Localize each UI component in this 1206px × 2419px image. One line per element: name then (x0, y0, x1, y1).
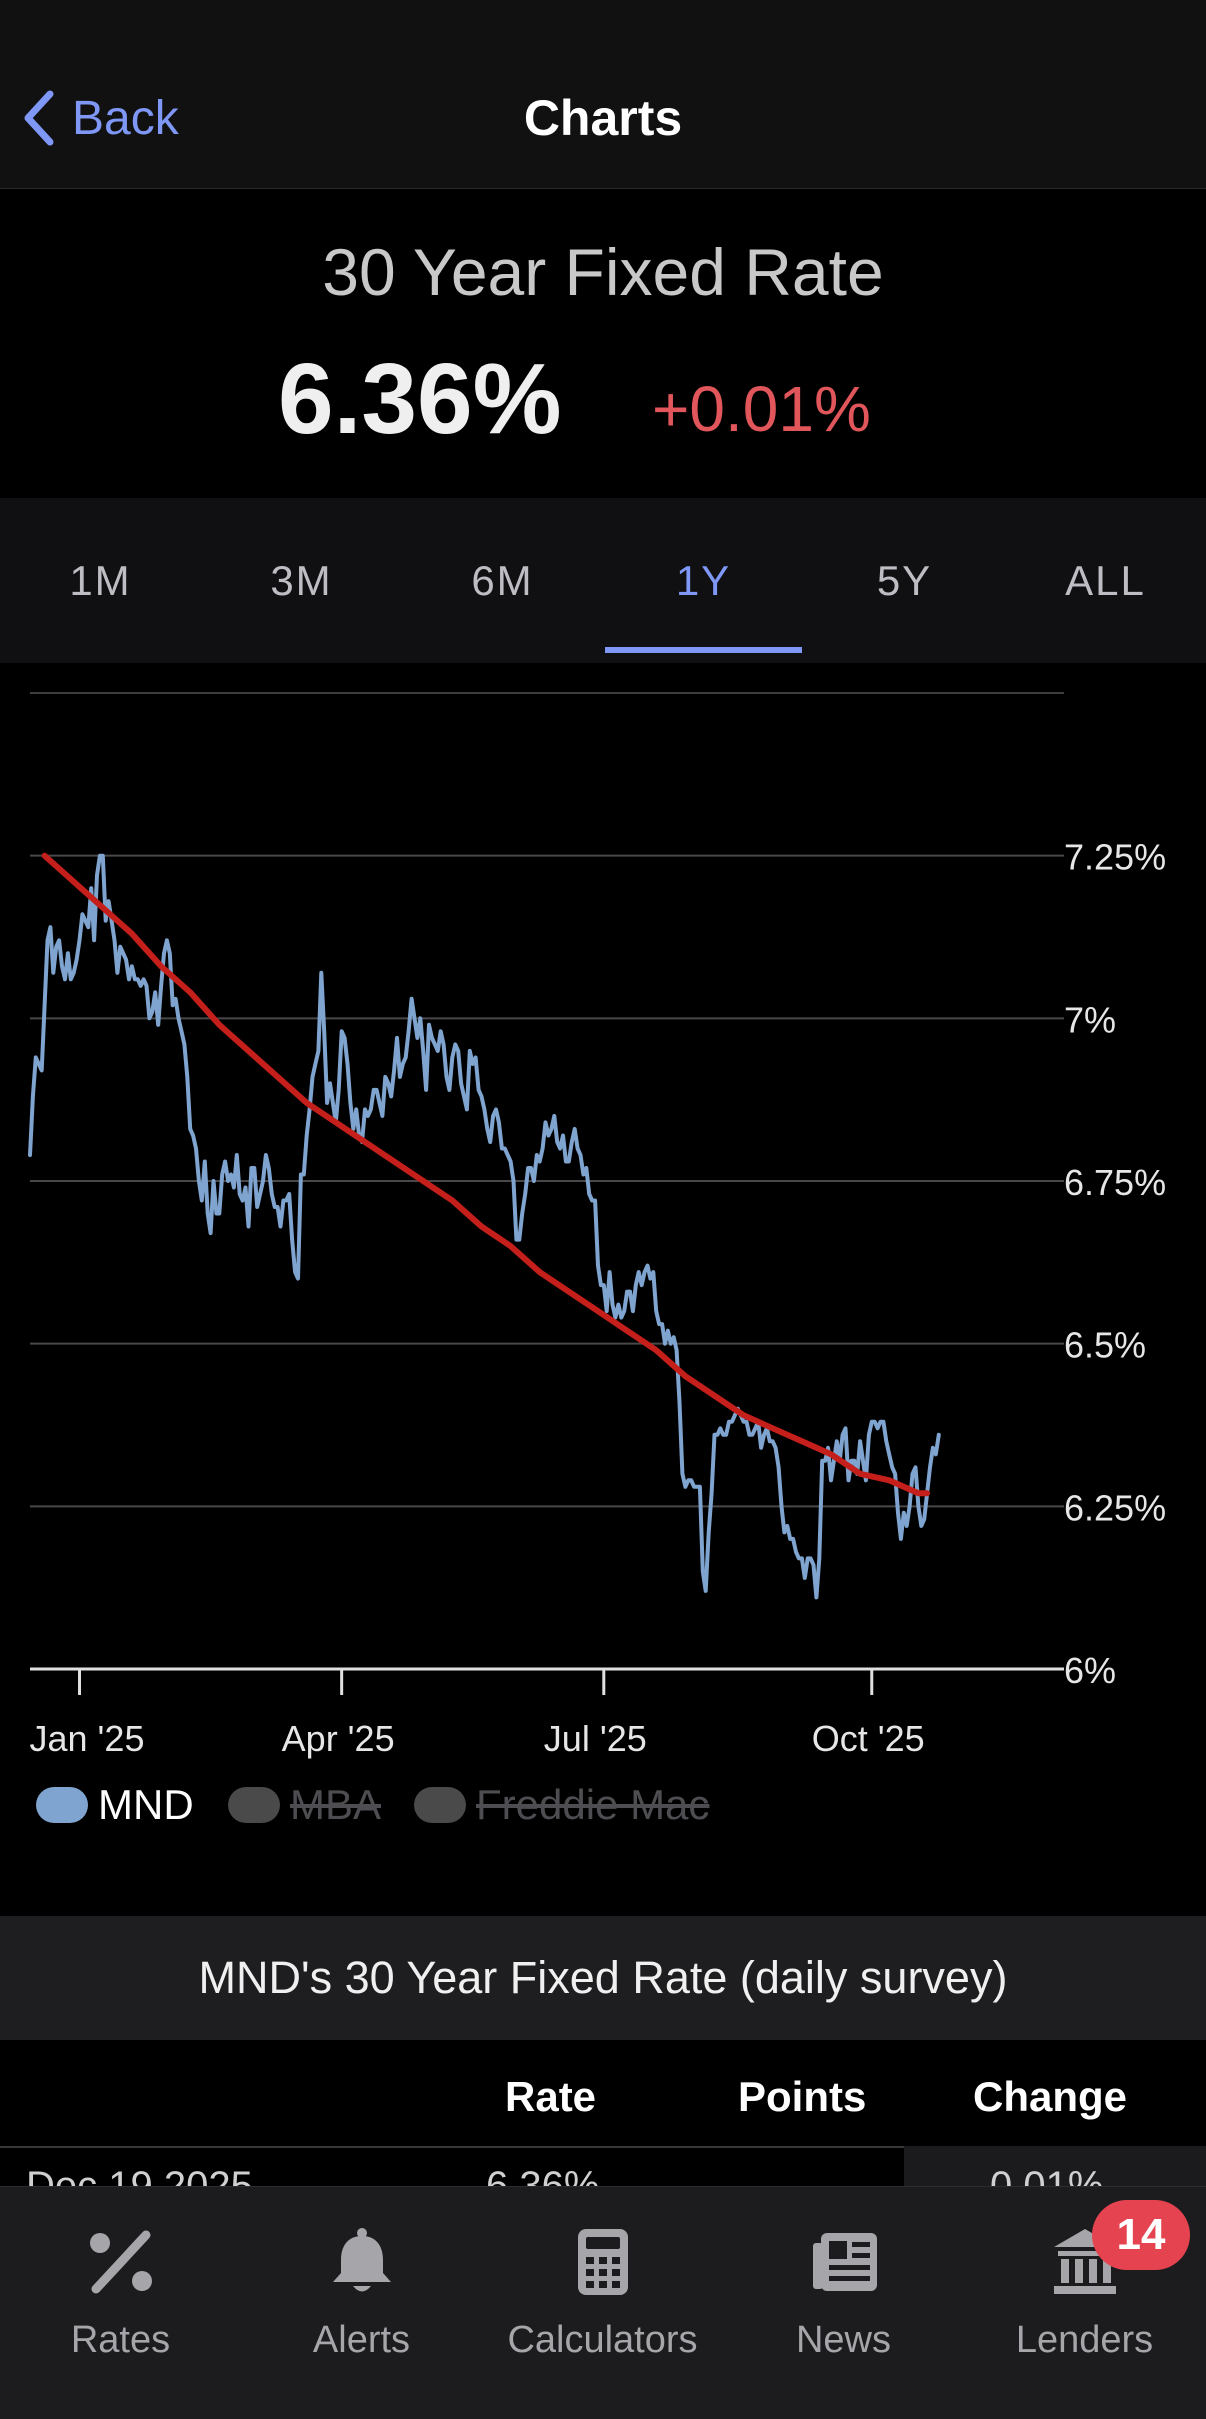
column-rate: Rate (505, 2073, 597, 2120)
chevron-left-icon (24, 90, 54, 146)
tab-5y[interactable]: 5Y (876, 557, 933, 604)
tab-alerts-label: Alerts (312, 2319, 411, 2361)
tab-lenders-label: Lenders (1015, 2319, 1154, 2361)
tab-news-label: News (795, 2319, 892, 2361)
legend-freddie-mac-label: Freddie Mac (476, 1781, 710, 1828)
tab-rates[interactable]: Rates (0, 2187, 241, 2419)
x-tick-label: Apr '25 (282, 1718, 395, 1759)
bell-icon (333, 2228, 391, 2292)
bottom-tab-bar: Rates Alerts Calculators News (0, 2186, 1206, 2419)
tab-calculators[interactable]: Calculators (482, 2187, 723, 2419)
row-date: Dec 19 2025 (26, 2164, 253, 2186)
tab-3m[interactable]: 3M (270, 557, 333, 604)
tab-alerts[interactable]: Alerts (241, 2187, 482, 2419)
tab-calculators-label: Calculators (507, 2319, 698, 2361)
rate-header: 30 Year Fixed Rate 6.36% +0.01% (0, 189, 1206, 497)
navigation-bar: Back Charts (0, 0, 1206, 189)
rate-change: +0.01% (652, 373, 871, 445)
survey-section-title: MND's 30 Year Fixed Rate (daily survey) (0, 1916, 1206, 2040)
current-rate: 6.36% (278, 343, 562, 455)
x-tick-label: Oct '25 (812, 1718, 925, 1759)
tab-1y[interactable]: 1Y (603, 498, 804, 663)
x-tick-label: Jul '25 (544, 1718, 647, 1759)
legend-mba-swatch (228, 1787, 280, 1823)
tab-6m[interactable]: 6M (471, 557, 534, 604)
y-tick-label: 7% (1064, 999, 1116, 1040)
tab-news[interactable]: News (723, 2187, 964, 2419)
row-rate: 6.36% (486, 2164, 600, 2186)
y-tick-label: 6.25% (1064, 1487, 1166, 1528)
column-points: Points (738, 2073, 867, 2120)
y-tick-label: 7.25% (1064, 837, 1166, 878)
table-row[interactable]: Dec 19 2025 6.36% 0.01% (0, 2146, 1206, 2186)
row-change: 0.01% (990, 2164, 1104, 2186)
lenders-badge: 14 (1092, 2200, 1190, 2270)
rate-chart[interactable]: 7.25% 7% 6.75% 6.5% 6.25% 6% Jan '25 Apr '25 Jul… (0, 663, 1206, 1913)
legend-mba[interactable]: MBA (228, 1781, 382, 1828)
page-title: Charts (523, 90, 683, 146)
tab-all[interactable]: ALL (1065, 557, 1146, 604)
range-tabs: 1M 3M 6M 1Y 5Y ALL (0, 498, 1206, 663)
rates-table-header: Rate Points Change (0, 2042, 1206, 2148)
legend-mnd[interactable]: MND (36, 1781, 194, 1828)
legend-mnd-swatch (36, 1787, 88, 1823)
y-tick-label: 6% (1064, 1650, 1116, 1691)
legend-mba-label: MBA (290, 1781, 382, 1828)
tab-1m[interactable]: 1M (69, 557, 132, 604)
series-line-mnd (28, 853, 941, 1600)
legend-mnd-label: MND (98, 1781, 194, 1828)
percent-icon (90, 2230, 152, 2294)
y-tick-label: 6.5% (1064, 1325, 1146, 1366)
newspaper-icon (813, 2233, 877, 2291)
tab-rates-label: Rates (70, 2319, 171, 2361)
back-label: Back (72, 91, 179, 145)
rate-title: 30 Year Fixed Rate (322, 235, 884, 309)
x-tick-label: Jan '25 (30, 1718, 145, 1759)
column-change: Change (973, 2073, 1128, 2120)
legend-freddie-mac[interactable]: Freddie Mac (414, 1781, 710, 1828)
series-line-trend (41, 852, 931, 1497)
calculator-icon (578, 2229, 628, 2295)
change-cell-background (904, 2146, 1206, 2186)
legend-freddie-mac-swatch (414, 1787, 466, 1823)
back-button[interactable]: Back (22, 88, 179, 148)
y-tick-label: 6.75% (1064, 1162, 1166, 1203)
